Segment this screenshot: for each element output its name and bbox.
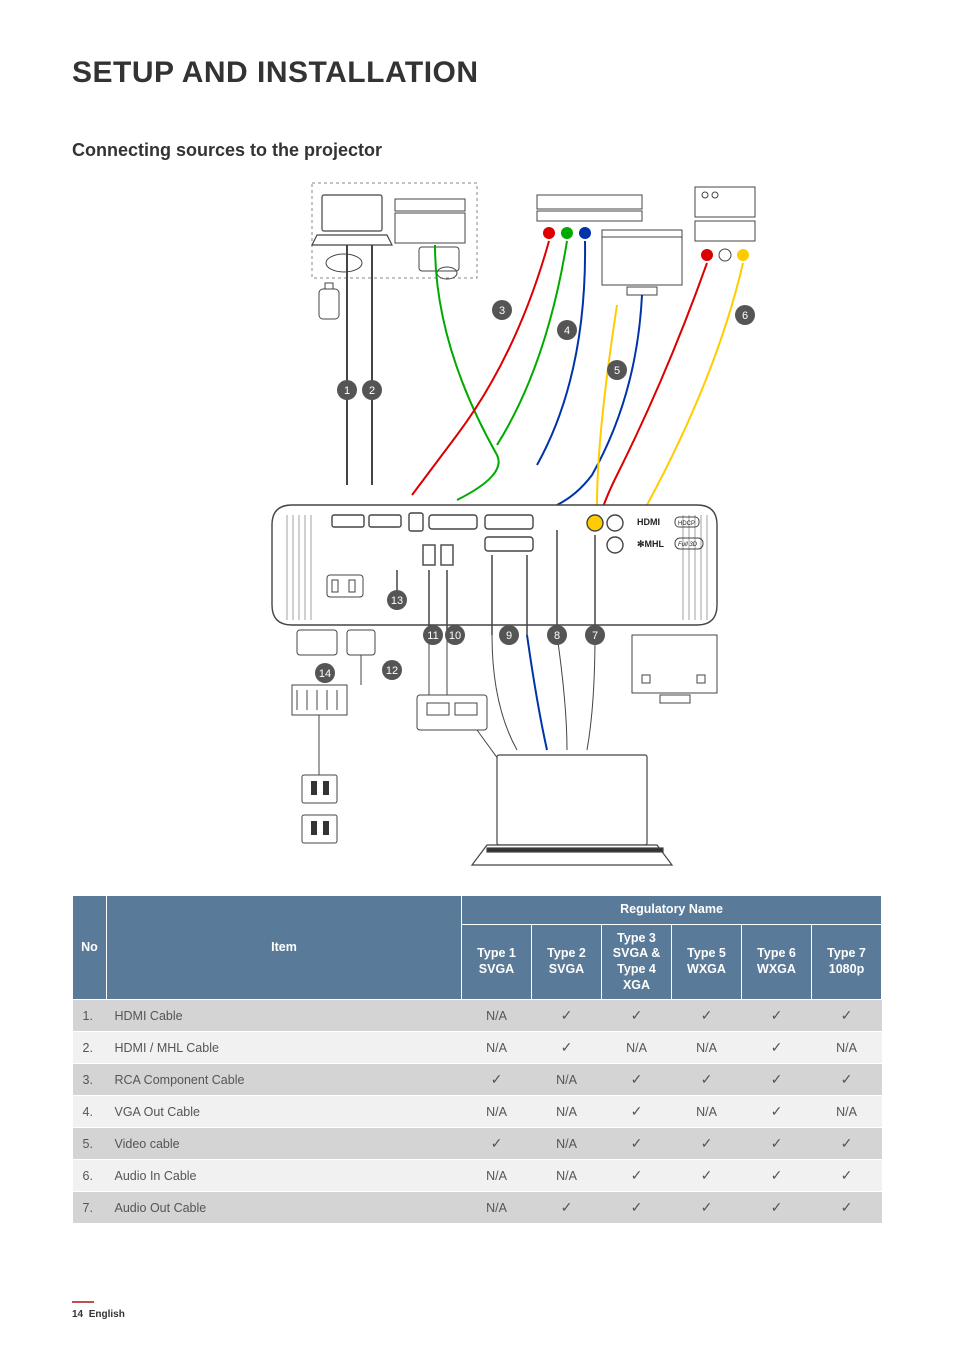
check-icon [631,1201,643,1215]
svg-text:13: 13 [391,595,403,607]
check-icon [771,1137,783,1151]
svg-text:4: 4 [564,325,570,337]
callout-8: 8 [547,625,567,645]
svg-text:9: 9 [506,630,512,642]
check-icon [841,1137,853,1151]
table-row: 5.Video cableN/A [73,1128,882,1160]
check-icon [561,1009,573,1023]
page-footer: 14 English [72,1301,125,1320]
check-icon [771,1073,783,1087]
callout-13: 13 [387,590,407,610]
svg-text:5: 5 [614,365,620,377]
svg-text:6: 6 [742,310,748,322]
check-icon [701,1201,713,1215]
check-icon [561,1201,573,1215]
check-icon [841,1169,853,1183]
check-icon [561,1041,573,1055]
callout-9: 9 [499,625,519,645]
check-icon [841,1201,853,1215]
callout-4: 4 [557,320,577,340]
col-type6: Type 6WXGA [742,924,812,1000]
callout-7: 7 [585,625,605,645]
callout-1: 1 [337,380,357,400]
section-subtitle: Connecting sources to the projector [72,140,882,161]
col-type7: Type 71080p [812,924,882,1000]
table-row: 7.Audio Out CableN/A [73,1192,882,1224]
svg-text:8: 8 [554,630,560,642]
svg-text:14: 14 [319,668,331,680]
svg-text:12: 12 [386,665,398,677]
check-icon [631,1105,643,1119]
check-icon [631,1137,643,1151]
svg-text:1: 1 [344,385,350,397]
page-title: SETUP AND INSTALLATION [72,56,882,90]
svg-text:7: 7 [592,630,598,642]
connection-diagram: HDMI HDCP ✻MHL Full 3D [197,175,757,875]
table-row: 2.HDMI / MHL CableN/AN/AN/AN/A [73,1032,882,1064]
col-group-regulatory: Regulatory Name [462,896,882,925]
check-icon [631,1073,643,1087]
check-icon [631,1009,643,1023]
callout-6: 6 [735,305,755,325]
compatibility-table: No Item Regulatory Name Type 1SVGA Type … [72,895,882,1224]
col-type3: Type 3SVGA &Type 4XGA [602,924,672,1000]
check-icon [771,1169,783,1183]
svg-text:HDCP: HDCP [678,521,695,527]
check-icon [491,1073,503,1087]
svg-text:11: 11 [427,630,438,642]
svg-text:2: 2 [369,385,375,397]
table-row: 1.HDMI CableN/A [73,1000,882,1032]
table-row: 3.RCA Component CableN/A [73,1064,882,1096]
callout-3: 3 [492,300,512,320]
callout-2: 2 [362,380,382,400]
check-icon [701,1009,713,1023]
check-icon [701,1137,713,1151]
table-row: 6.Audio In CableN/AN/A [73,1160,882,1192]
col-type5: Type 5WXGA [672,924,742,1000]
callout-5: 5 [607,360,627,380]
check-icon [701,1169,713,1183]
col-no: No [73,896,107,1000]
check-icon [491,1137,503,1151]
check-icon [771,1009,783,1023]
col-type2: Type 2SVGA [532,924,602,1000]
check-icon [771,1201,783,1215]
check-icon [841,1073,853,1087]
check-icon [841,1009,853,1023]
col-type1: Type 1SVGA [462,924,532,1000]
check-icon [771,1105,783,1119]
callout-11: 11 [423,625,443,645]
check-icon [701,1073,713,1087]
footer-page-number: 14 [72,1309,83,1320]
callout-12: 12 [382,660,402,680]
check-icon [631,1169,643,1183]
footer-language: English [89,1309,125,1320]
svg-text:HDMI: HDMI [637,517,660,527]
svg-text:✻MHL: ✻MHL [637,539,665,549]
svg-text:10: 10 [449,630,461,642]
svg-text:3: 3 [499,305,505,317]
callout-14: 14 [315,663,335,683]
check-icon [771,1041,783,1055]
col-item: Item [107,896,462,1000]
callout-10: 10 [445,625,465,645]
svg-text:Full 3D: Full 3D [678,542,698,548]
table-row: 4.VGA Out CableN/AN/AN/AN/A [73,1096,882,1128]
